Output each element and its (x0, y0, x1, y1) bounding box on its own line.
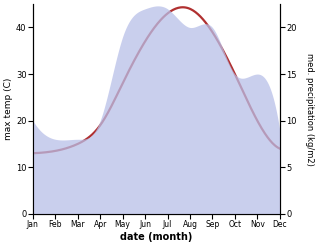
Y-axis label: max temp (C): max temp (C) (4, 78, 13, 140)
X-axis label: date (month): date (month) (120, 232, 192, 242)
Y-axis label: med. precipitation (kg/m2): med. precipitation (kg/m2) (305, 53, 314, 165)
